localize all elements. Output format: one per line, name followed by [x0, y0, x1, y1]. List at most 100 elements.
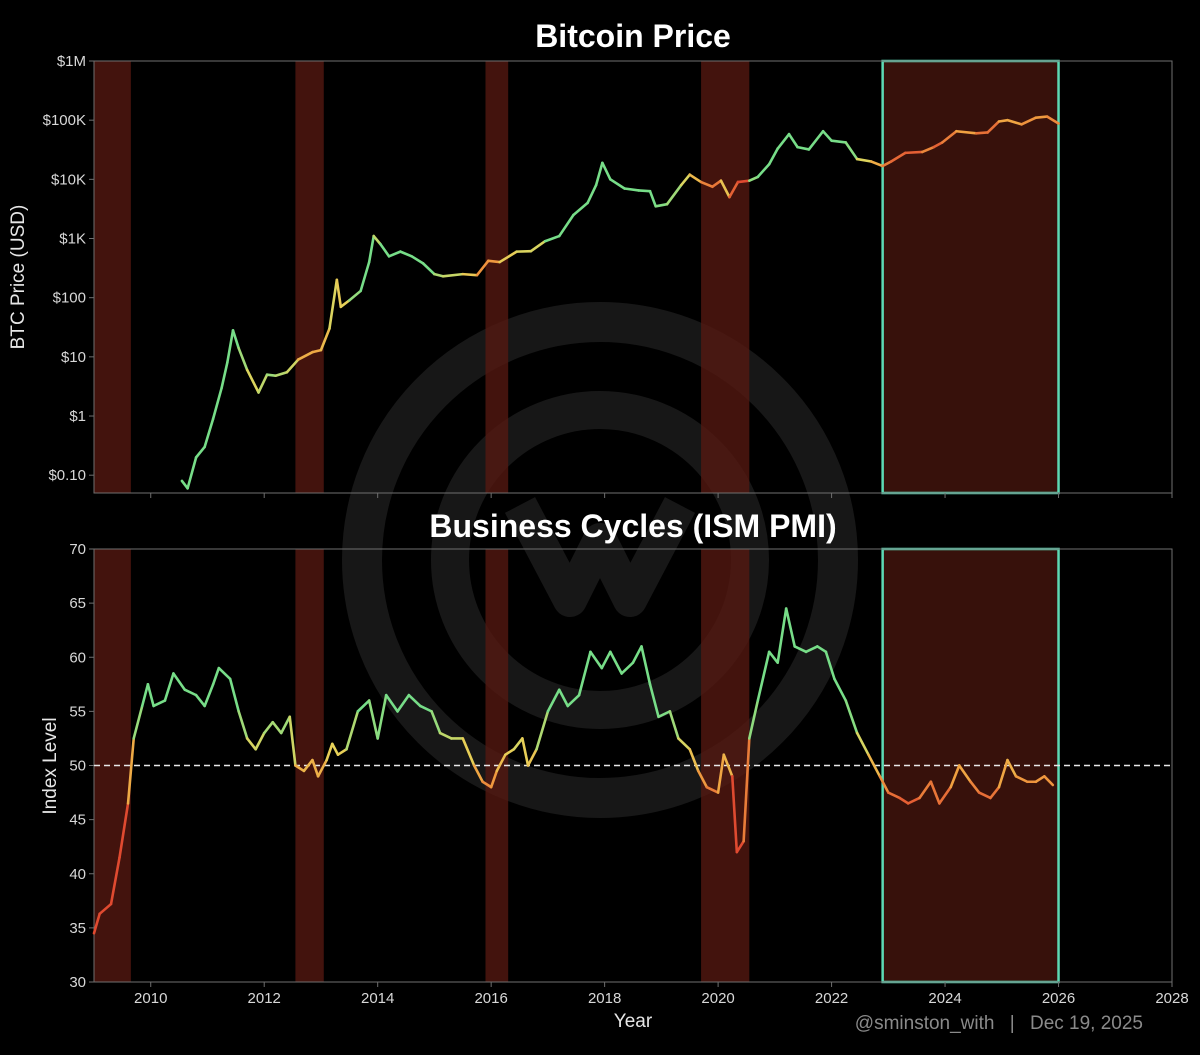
pmi-line-segment	[633, 646, 642, 662]
price-y-tick-label: $1K	[59, 231, 86, 248]
price-y-tick-label: $10	[61, 349, 86, 366]
pmi-line-segment	[154, 701, 165, 706]
price-line-segment	[789, 134, 798, 147]
pmi-line-segment	[230, 679, 239, 711]
pmi-line-segment	[528, 749, 537, 765]
price-line-segment	[667, 185, 681, 204]
price-highlight-period	[883, 61, 1059, 493]
pmi-line-segment	[165, 673, 174, 700]
price-line-segment	[329, 280, 336, 329]
price-line-segment	[738, 181, 749, 182]
pmi-line-segment	[369, 701, 378, 739]
pmi-x-tick-label: 2026	[1042, 990, 1075, 1007]
price-line-segment	[758, 164, 769, 177]
pmi-x-tick-label: 2018	[588, 990, 621, 1007]
pmi-x-axis-label: Year	[614, 1011, 653, 1032]
price-line-segment	[871, 162, 882, 166]
pmi-line-segment	[642, 646, 651, 684]
price-line-segment	[233, 330, 239, 348]
price-line-segment	[337, 280, 341, 307]
price-y-tick-label: $100	[53, 290, 86, 307]
price-y-tick-label: $1M	[57, 53, 86, 70]
pmi-y-tick-label: 65	[69, 595, 86, 612]
price-line-segment	[559, 215, 573, 236]
price-recession-band-1	[94, 61, 131, 493]
price-y-tick-label: $1	[69, 408, 86, 425]
price-line-segment	[681, 175, 690, 185]
pmi-y-tick-label: 40	[69, 866, 86, 883]
pmi-line-segment	[247, 738, 256, 749]
pmi-y-tick-label: 50	[69, 758, 86, 775]
price-line-segment	[276, 372, 287, 375]
pmi-x-tick-label: 2014	[361, 990, 394, 1007]
logo-watermark	[362, 322, 838, 798]
pmi-line-segment	[173, 673, 184, 689]
pmi-line-segment	[290, 717, 296, 766]
pmi-y-tick-label: 55	[69, 703, 86, 720]
pmi-line-segment	[378, 695, 387, 738]
price-line-segment	[656, 204, 667, 206]
price-line-segment	[412, 256, 423, 263]
pmi-line-segment	[579, 652, 590, 695]
price-recession-band-2	[295, 61, 323, 493]
price-line-segment	[531, 241, 545, 251]
credit-date: Dec 19, 2025	[1030, 1013, 1143, 1034]
price-line-segment	[798, 147, 809, 149]
price-line-segment	[639, 190, 650, 191]
price-line-segment	[213, 388, 222, 419]
pmi-x-tick-label: 2010	[134, 990, 167, 1007]
pmi-line-segment	[758, 652, 769, 701]
price-line-segment	[239, 348, 248, 370]
price-line-segment	[341, 300, 350, 306]
price-line-segment	[349, 291, 360, 300]
pmi-y-tick-label: 30	[69, 974, 86, 991]
price-line-segment	[1036, 117, 1047, 118]
price-line-segment	[227, 330, 233, 362]
price-y-axis-label: BTC Price (USD)	[8, 205, 29, 350]
pmi-line-segment	[670, 711, 679, 738]
price-line-segment	[389, 252, 400, 257]
price-line-segment	[624, 189, 638, 191]
pmi-line-segment	[327, 744, 333, 760]
pmi-line-segment	[205, 684, 214, 706]
pmi-line-segment	[256, 733, 265, 749]
price-panel: $0.10$1$10$100$1K$10K$100K$1M	[43, 53, 1172, 498]
price-line-segment	[361, 262, 370, 291]
price-recession-band-4	[701, 61, 749, 493]
price-line-segment	[690, 175, 701, 182]
pmi-line-segment	[281, 717, 290, 733]
pmi-line-segment	[185, 690, 196, 695]
pmi-line-segment	[602, 652, 611, 668]
price-line-segment	[545, 236, 559, 241]
price-line-segment	[857, 159, 871, 161]
pmi-y-tick-label: 70	[69, 541, 86, 558]
pmi-line-segment	[590, 652, 601, 668]
pmi-line-segment	[610, 652, 621, 674]
price-line-segment	[846, 142, 857, 159]
pmi-line-segment	[148, 684, 154, 706]
pmi-x-tick-label: 2022	[815, 990, 848, 1007]
pmi-line-segment	[239, 711, 248, 738]
price-line-segment	[434, 274, 443, 276]
pmi-line-segment	[213, 668, 219, 684]
pmi-line-segment	[514, 738, 523, 749]
price-line-segment	[809, 131, 823, 149]
pmi-line-segment	[834, 679, 845, 701]
pmi-line-segment	[219, 668, 230, 679]
price-line-segment	[976, 132, 987, 133]
price-line-segment	[423, 263, 434, 274]
pmi-x-tick-label: 2024	[928, 990, 961, 1007]
price-line-segment	[400, 252, 411, 257]
price-line-segment	[832, 141, 846, 143]
pmi-y-tick-label: 35	[69, 920, 86, 937]
price-line-segment	[259, 375, 268, 393]
price-line-segment	[573, 203, 587, 215]
pmi-y-axis-label: Index Level	[40, 717, 61, 814]
pmi-line-segment	[338, 749, 347, 754]
pmi-x-tick-label: 2016	[474, 990, 507, 1007]
pmi-x-tick-label: 2020	[701, 990, 734, 1007]
credit-line: @sminston_with | Dec 19, 2025	[855, 1013, 1143, 1034]
pmi-line-segment	[273, 722, 282, 733]
